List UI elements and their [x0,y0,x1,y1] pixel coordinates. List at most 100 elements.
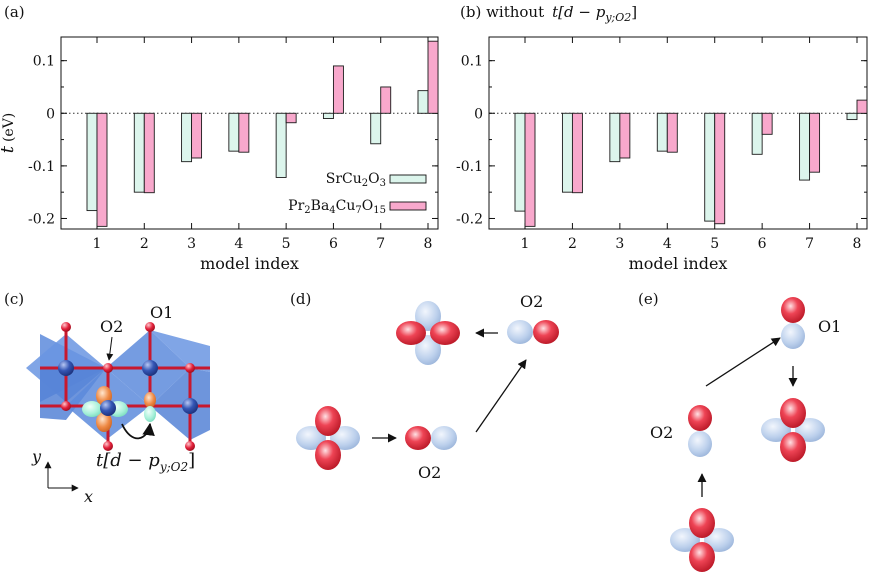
orbital-path-e: O2 O1 [650,297,841,572]
bar-series-1 [370,112,382,145]
cu-atom [58,360,74,376]
o-atom [185,363,195,373]
bar-series-2 [380,86,392,114]
cu-atom [182,398,198,414]
y-tick-label: 0 [474,106,483,122]
bar-series-2 [191,112,203,159]
o-atom [185,441,195,451]
bar-series-2 [666,112,678,153]
d-orbital-lobe [82,401,102,417]
p-orbital-o1 [781,297,805,349]
d-orbital-left [296,406,360,470]
x-tick-label: 4 [234,236,243,252]
panel-label-d: (d) [290,290,311,308]
y-tick-label: 0.1 [461,54,483,70]
x-tick-label: 5 [282,236,291,252]
legend-swatch-1 [389,174,427,184]
chart-a: -0.2 -0.1 0 0.1 1 2 3 4 5 6 7 8 model index t(eV) SrCu… [0,36,439,273]
o1-label: O1 [150,303,173,322]
o2-pointer-arrow [106,336,114,361]
legend-label-2: Pr2Ba4Cu7O15 [288,198,386,216]
x-tick-label: 1 [521,236,530,252]
bar-series-1 [799,112,811,181]
panel-label-a: (a) [4,3,25,21]
bar-series-2 [571,112,583,194]
o1-label: O1 [818,317,841,336]
y-axis-label: t(eV) [0,113,18,154]
o2-label-bottom: O2 [418,463,441,482]
plot-frame [488,36,868,230]
bar-series-1 [275,112,287,178]
y-tick-label: -0.1 [456,159,483,175]
y-tick-label: 0.1 [33,54,55,70]
y-tick-label: -0.2 [28,211,55,227]
hopping-arrow [121,422,155,440]
bar-series-2 [96,112,108,227]
orbital-path-d: O2 O2 [296,292,559,482]
p-orbital-lobe [144,392,156,408]
panel-label-c: (c) [4,290,24,308]
bar-series-2 [285,112,297,124]
y-tick-label: -0.2 [456,211,483,227]
hopping-label: t[d − py;O2] [96,450,195,474]
p-orbital-o2 [688,405,712,457]
bar-series-1 [751,112,763,155]
bar-series-1 [181,112,193,163]
o2-label-top: O2 [520,292,543,311]
bar-series-2 [238,112,250,153]
bar-series-1 [609,112,621,163]
panel-label-e: (e) [638,290,659,308]
y-tick-label: 0 [46,106,55,122]
plot-frame [60,36,439,230]
plaquette-7 [150,368,210,440]
o-atom [103,363,113,373]
d-orbital-bottom [670,508,734,572]
bar-series-1 [417,90,429,114]
bar-series-1 [561,112,573,193]
x-tick-label: 7 [376,236,385,252]
bar-series-1 [86,112,98,212]
x-tick-label: 1 [93,236,102,252]
d-orbital-right [396,301,460,365]
x-tick-label: 6 [329,236,338,252]
x-axis-label: model index [629,254,728,273]
o-atom [61,322,71,332]
x-tick-label: 2 [568,236,577,252]
x-axis-label: model index [200,254,299,273]
bar-series-1 [322,112,334,119]
bar-series-1 [133,112,145,193]
bar-series-2 [809,112,821,173]
arrow [705,337,781,387]
chart-b: -0.2 -0.1 0 0.1 1 2 3 4 5 6 7 8 model index [456,36,868,273]
x-tick-label: 6 [758,236,767,252]
bar-series-2 [714,112,726,225]
legend-label-1: SrCu2O3 [326,171,386,189]
o-atom [103,441,113,451]
panel-label-b: (b) without t[d − py;O2] [460,3,637,24]
bar-series-2 [143,112,155,194]
bar-series-2 [427,40,439,114]
bar-series-2 [524,112,536,227]
axis-y-label: y [31,447,42,466]
bar-series-2 [856,99,868,114]
d-orbital-lobe [96,412,112,432]
bar-series-1 [846,112,858,121]
bar-series-2 [619,112,631,159]
x-tick-label: 8 [424,236,433,252]
cu-atom [142,360,158,376]
plaquette-4 [150,330,210,372]
bar-series-1 [656,112,668,152]
o2-label: O2 [650,423,673,442]
cu-atom [100,400,116,416]
d-orbital-right [761,398,825,462]
x-tick-label: 4 [663,236,672,252]
legend-swatch-2 [389,201,427,211]
p-orbital-lobe [144,406,156,422]
o-atom [61,401,71,411]
x-tick-label: 7 [805,236,814,252]
x-tick-label: 3 [187,236,196,252]
o2-label: O2 [100,317,123,336]
axis-x-label: x [84,487,93,506]
crystal-structure: O1 O2 t[d − py;O2] y x [26,303,210,506]
x-tick-label: 2 [140,236,149,252]
